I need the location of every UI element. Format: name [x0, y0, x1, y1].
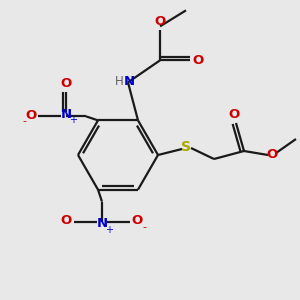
Text: O: O: [60, 77, 72, 90]
Text: O: O: [266, 148, 278, 161]
Text: +: +: [105, 225, 113, 235]
Text: O: O: [192, 54, 204, 67]
Text: O: O: [60, 214, 72, 227]
Text: -: -: [22, 116, 26, 126]
Text: +: +: [69, 116, 77, 125]
Text: N: N: [123, 75, 135, 88]
Text: N: N: [60, 108, 72, 121]
Text: O: O: [131, 214, 142, 227]
Text: O: O: [26, 109, 37, 122]
Text: O: O: [228, 107, 240, 121]
Text: H: H: [115, 75, 123, 88]
Text: O: O: [154, 15, 166, 28]
Text: -: -: [142, 222, 146, 232]
Text: S: S: [181, 140, 191, 154]
Text: N: N: [96, 217, 108, 230]
